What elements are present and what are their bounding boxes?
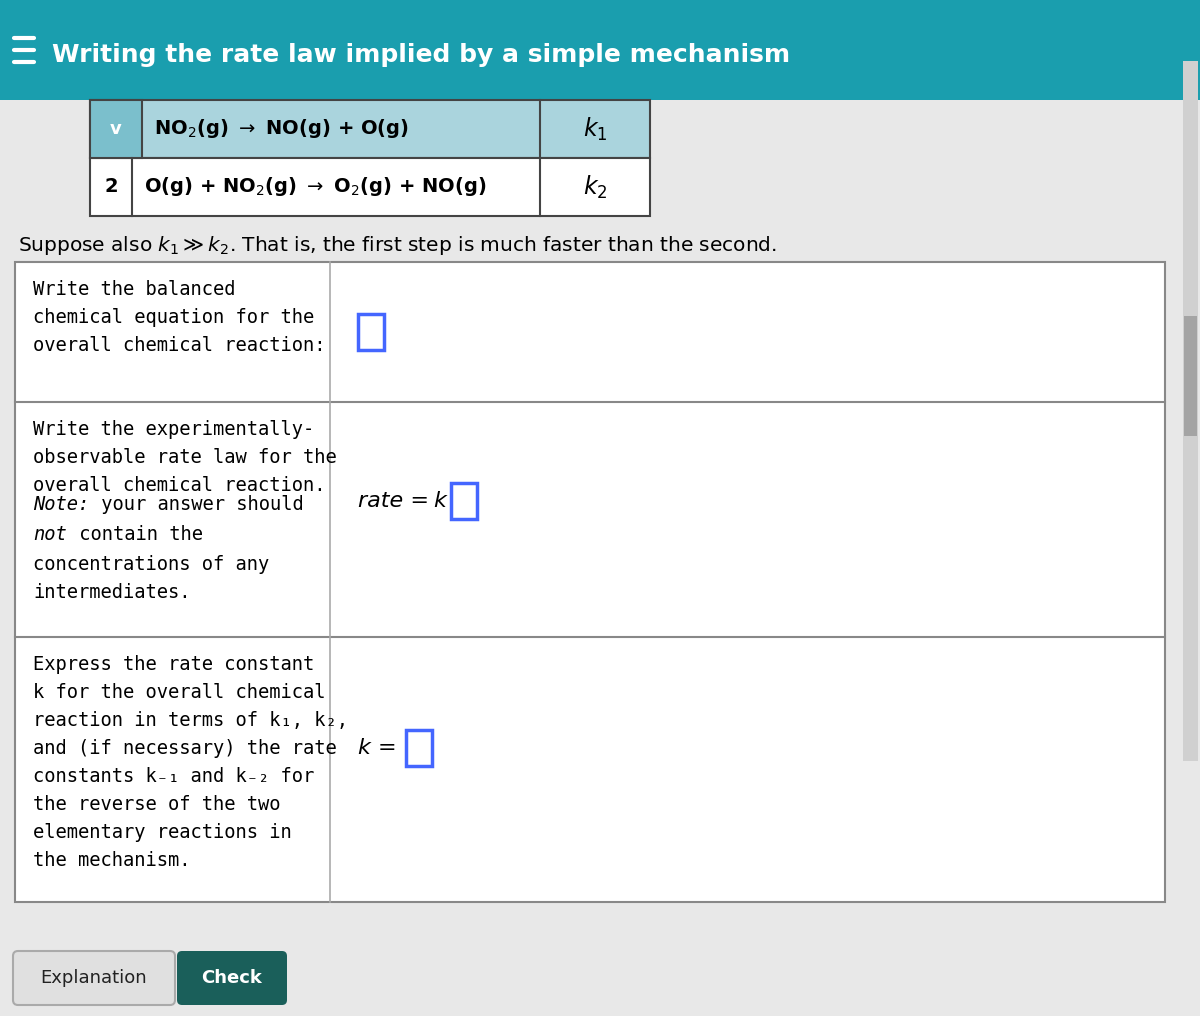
Text: O(g) + NO$_2$(g) $\rightarrow$ O$_2$(g) + NO(g): O(g) + NO$_2$(g) $\rightarrow$ O$_2$(g) …	[144, 176, 487, 198]
Bar	[14, 262, 1165, 902]
Bar	[90, 158, 650, 216]
Bar	[358, 314, 384, 350]
Bar	[406, 731, 432, 766]
Text: $k_2$: $k_2$	[583, 174, 607, 200]
FancyBboxPatch shape	[178, 951, 287, 1005]
Text: NO$_2$(g) $\rightarrow$ NO(g) + O(g): NO$_2$(g) $\rightarrow$ NO(g) + O(g)	[154, 118, 409, 140]
Text: Check: Check	[202, 969, 263, 987]
Text: concentrations of any
intermediates.: concentrations of any intermediates.	[34, 555, 269, 602]
Text: Explanation: Explanation	[41, 969, 148, 987]
Text: k =: k =	[358, 739, 403, 758]
Text: Suppose also $k_1$$\gg$$k_2$. That is, the first step is much faster than the se: Suppose also $k_1$$\gg$$k_2$. That is, t…	[18, 234, 776, 257]
Text: not: not	[34, 525, 67, 544]
Text: Writing the rate law implied by a simple mechanism: Writing the rate law implied by a simple…	[52, 43, 790, 67]
Bar	[0, 0, 1200, 100]
Bar	[1184, 316, 1198, 436]
Text: $k_1$: $k_1$	[583, 116, 607, 142]
Bar	[90, 100, 142, 158]
Text: 2: 2	[104, 178, 118, 196]
Text: contain the: contain the	[68, 525, 203, 544]
Text: v: v	[110, 120, 122, 138]
Text: your answer should: your answer should	[90, 495, 304, 514]
FancyBboxPatch shape	[13, 951, 175, 1005]
Text: Write the experimentally-
observable rate law for the
overall chemical reaction.: Write the experimentally- observable rat…	[34, 420, 337, 495]
Text: rate =: rate =	[358, 491, 436, 511]
Bar	[451, 483, 478, 519]
Text: Write the balanced
chemical equation for the
overall chemical reaction:: Write the balanced chemical equation for…	[34, 280, 325, 355]
Text: k: k	[433, 491, 446, 511]
Bar	[90, 100, 650, 158]
Text: Note:: Note:	[34, 495, 89, 514]
Text: Express the rate constant
k for the overall chemical
reaction in terms of k₁, k₂: Express the rate constant k for the over…	[34, 655, 348, 870]
Bar	[1183, 61, 1198, 761]
